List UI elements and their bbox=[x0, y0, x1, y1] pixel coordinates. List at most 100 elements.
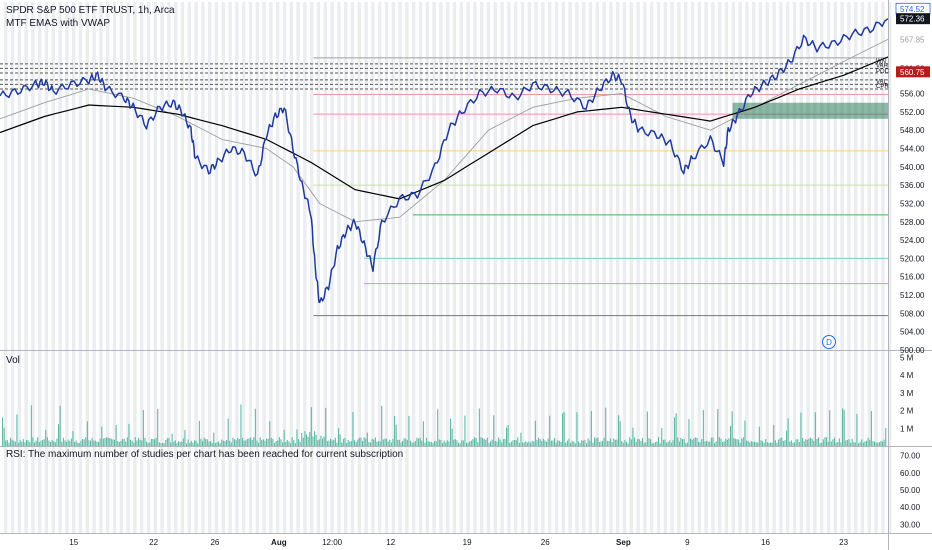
session-stripe bbox=[670, 2, 674, 533]
volume-bar bbox=[133, 442, 135, 446]
volume-bar bbox=[248, 438, 250, 446]
volume-bar bbox=[370, 442, 372, 446]
volume-bar bbox=[85, 437, 87, 446]
rsi-axis[interactable]: 30.00 40.00 50.00 60.00 70.00 bbox=[900, 452, 921, 530]
session-stripe bbox=[779, 2, 783, 533]
session-stripe bbox=[10, 2, 15, 533]
symbol-title[interactable]: SPDR S&P 500 ETF TRUST, 1h, Arca bbox=[6, 5, 175, 16]
volume-bar bbox=[408, 415, 410, 446]
volume-bar bbox=[346, 443, 348, 446]
volume-bar bbox=[666, 442, 668, 446]
session-stripe bbox=[738, 2, 742, 533]
volume-bar bbox=[67, 439, 69, 446]
volume-bar bbox=[464, 415, 466, 446]
session-stripe bbox=[629, 2, 633, 533]
price-tick-label: 548.00 bbox=[900, 126, 925, 135]
volume-bar bbox=[78, 443, 80, 446]
session-stripe bbox=[514, 2, 518, 533]
volume-bar bbox=[438, 439, 440, 446]
volume-bar bbox=[595, 438, 597, 446]
session-stripe bbox=[765, 2, 769, 533]
indicator-title[interactable]: MTF EMAS with VWAP bbox=[6, 18, 110, 29]
earnings-marker-circle[interactable] bbox=[822, 335, 836, 349]
volume-bar bbox=[5, 440, 7, 446]
session-stripe bbox=[78, 2, 83, 533]
volume-bar bbox=[667, 441, 669, 446]
volume-bar bbox=[629, 437, 631, 446]
rsi-tick-label: 40.00 bbox=[900, 503, 921, 512]
volume-bar bbox=[371, 438, 373, 446]
session-stripe bbox=[806, 2, 810, 533]
session-stripe bbox=[146, 2, 151, 533]
session-stripe bbox=[153, 2, 157, 533]
session-stripe bbox=[446, 2, 450, 533]
volume-bar bbox=[400, 442, 402, 446]
volume-bar bbox=[269, 421, 271, 446]
volume-bar bbox=[712, 437, 714, 446]
level-tag: WN bbox=[876, 59, 886, 65]
price-tick-label: 540.00 bbox=[900, 163, 925, 172]
volume-bar bbox=[646, 411, 648, 446]
volume-bar bbox=[357, 439, 359, 446]
volume-bar bbox=[146, 441, 148, 446]
volume-bar bbox=[826, 437, 828, 446]
volume-bar bbox=[392, 438, 394, 446]
price-badge-label: 574.52 bbox=[900, 5, 925, 14]
volume-bar bbox=[246, 438, 248, 446]
volume-bar bbox=[483, 438, 485, 446]
volume-bar bbox=[714, 443, 716, 446]
volume-bar bbox=[317, 440, 319, 446]
session-stripe bbox=[684, 2, 688, 533]
volume-bar bbox=[885, 428, 887, 446]
session-stripe bbox=[690, 2, 695, 533]
time-axis[interactable]: 15 22 26 Aug 12:00 12 19 26 Sep 9 16 23 bbox=[69, 538, 848, 547]
volume-bar bbox=[43, 439, 45, 446]
volume-bar bbox=[755, 442, 757, 446]
volume-bar bbox=[421, 440, 423, 446]
volume-bar bbox=[410, 440, 412, 446]
session-stripe bbox=[296, 2, 300, 533]
volume-bar bbox=[202, 441, 204, 446]
volume-bar bbox=[798, 442, 800, 446]
volume-bar bbox=[635, 441, 637, 446]
volume-bar bbox=[682, 439, 684, 446]
time-tick-label: Aug bbox=[271, 538, 287, 547]
price-axis[interactable]: 504.00 508.00 512.00 516.00 520.00 524.00 528.… bbox=[900, 3, 925, 355]
volume-bar bbox=[694, 437, 696, 446]
earnings-marker[interactable]: D bbox=[822, 335, 836, 349]
volume-bar bbox=[381, 405, 383, 446]
series-lines bbox=[0, 18, 889, 304]
volume-bar bbox=[770, 442, 772, 446]
time-tick-label: 15 bbox=[69, 538, 78, 547]
session-stripe bbox=[405, 2, 409, 533]
volume-bar bbox=[288, 441, 290, 446]
volume-bar bbox=[45, 429, 47, 446]
volume-bar bbox=[99, 438, 101, 446]
session-stripe bbox=[391, 2, 395, 533]
volume-bar bbox=[363, 437, 365, 446]
volume-bar bbox=[656, 441, 658, 446]
volume-bar bbox=[574, 443, 576, 446]
volume-bar bbox=[190, 440, 192, 446]
volume-bar bbox=[390, 442, 392, 446]
volume-bar bbox=[746, 440, 748, 446]
volume-bar bbox=[362, 440, 364, 446]
volume-bar bbox=[358, 437, 360, 446]
volume-bar bbox=[114, 439, 116, 446]
session-stripe bbox=[616, 2, 620, 533]
volume-bar bbox=[187, 439, 189, 446]
session-stripe bbox=[874, 2, 878, 533]
volume-bar bbox=[94, 440, 96, 446]
volume-bar bbox=[584, 439, 586, 446]
session-stripe bbox=[772, 2, 776, 533]
volume-bar bbox=[670, 442, 672, 446]
volume-bar bbox=[411, 442, 413, 446]
session-stripe bbox=[758, 2, 763, 533]
volume-bar bbox=[368, 442, 370, 446]
volume-axis[interactable]: 1 M 2 M 3 M 4 M 5 M bbox=[900, 353, 914, 433]
volume-bar bbox=[267, 438, 269, 446]
volume-bar bbox=[802, 437, 804, 446]
volume-bar bbox=[22, 439, 24, 446]
volume-bar bbox=[102, 438, 104, 446]
